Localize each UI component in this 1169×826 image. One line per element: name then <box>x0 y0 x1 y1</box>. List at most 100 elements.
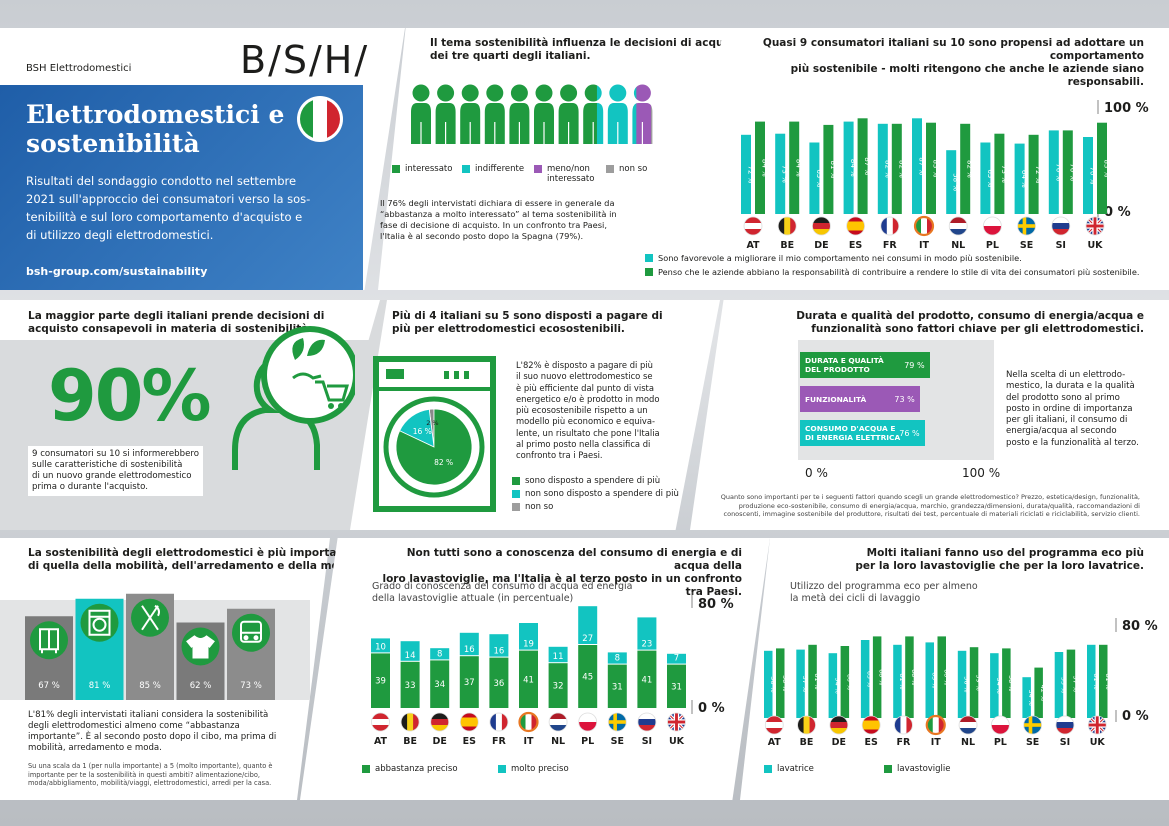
eco-subtitle: Utilizzo del programma eco per almeno la… <box>790 581 978 605</box>
flag-border <box>1085 216 1105 236</box>
bar-fr-abbastanza <box>489 657 509 708</box>
pay-legend-1: sono disposto a spendere di più <box>512 476 660 486</box>
bar-de-s1 <box>828 653 838 718</box>
bar-value-label: 73 % <box>1000 165 1008 183</box>
flag-fill <box>608 713 627 731</box>
flag-fill <box>1086 217 1104 235</box>
flag-stripe <box>765 716 784 723</box>
flag-pl-icon <box>990 715 1010 735</box>
bar-be-s1 <box>775 133 786 214</box>
flag-fill <box>812 217 831 235</box>
bar-value-label: 32 <box>553 682 564 692</box>
legend-swatch <box>392 165 400 173</box>
bar-value-label: 56 % <box>963 676 971 692</box>
flag-stripe <box>531 713 538 731</box>
country-label-uk: UK <box>1087 240 1103 251</box>
country-label-si: SI <box>1060 737 1070 748</box>
flag-fill <box>765 716 784 734</box>
bar-it-s2 <box>926 122 936 214</box>
bar-uk-s2 <box>1097 122 1107 214</box>
people-text-line: l'Italia è al secondo posto dopo la Spag… <box>380 231 584 241</box>
flag-fill <box>926 716 945 734</box>
flag-es-icon <box>846 216 866 236</box>
bar-es-abbastanza <box>459 656 479 708</box>
washing-machine-outline-icon <box>373 356 496 512</box>
behaviour-title-line: più sostenibile - molti ritengono che an… <box>790 63 1144 88</box>
flag-fill <box>991 716 1010 734</box>
bar-value-label: 84 % <box>761 159 769 177</box>
country-label-si: SI <box>1056 240 1066 251</box>
bar-se-abbastanza <box>607 664 627 708</box>
flag-cross <box>675 713 678 731</box>
bar-fr-s1 <box>877 123 888 214</box>
bar-value-label: 70 % <box>1089 167 1097 185</box>
flag-fill <box>549 713 568 731</box>
flag-stripe <box>846 221 865 227</box>
bar-fr-s2 <box>905 636 914 718</box>
flag-border <box>667 712 686 732</box>
bar-value-label: 87 % <box>918 157 926 175</box>
eco-chart: 80 % 0 % 56 % 58 % AT 57 % 61 % BE 54 % 60 % DE 65 … <box>764 618 1158 748</box>
flag-fill <box>880 217 899 235</box>
country-label-pl: PL <box>986 240 999 251</box>
bar-value-label: 19 <box>523 640 534 650</box>
bar-nl-molto <box>548 646 568 663</box>
bar-value-label: 72 % <box>1034 166 1042 184</box>
sustainability-link[interactable]: bsh-group.com/sustainability <box>26 265 208 278</box>
sectors-note-line: Su una scala da 1 (per nulla importante)… <box>28 762 273 770</box>
bar-es-s2 <box>872 636 882 718</box>
flag-cross <box>613 713 617 731</box>
country-label-it: IT <box>919 240 930 251</box>
bar-value-label: 55 % <box>1059 677 1067 693</box>
pie-slice-1 <box>395 408 473 486</box>
informed-title: La maggior parte degli italiani prende d… <box>28 310 324 336</box>
flag-stripe <box>983 226 1002 235</box>
bar-at-s1 <box>741 134 751 214</box>
pay-text-line: L'82% è disposto a pagare di più <box>516 360 653 370</box>
people-pictogram <box>411 84 653 144</box>
country-label-uk: UK <box>1090 737 1106 748</box>
flag-stripe <box>495 713 503 731</box>
country-label-be: BE <box>780 240 794 251</box>
informed-text-line: di un nuovo grande elettrodomestico <box>32 471 192 481</box>
sectors-title: La sostenibilità degli elettrodomestici … <box>28 547 357 573</box>
people-title: Il tema sostenibilità influenza le decis… <box>430 37 746 63</box>
flag-stripe <box>829 728 848 734</box>
bar-value-label: 16 <box>493 647 504 657</box>
factors-note: Quanto sono importanti per te i seguenti… <box>680 493 1140 519</box>
bar-value-label: 60 % <box>845 674 853 690</box>
factor-bar-label-line: DEL PRODOTTO <box>805 365 870 374</box>
bar-value-label: 83 % <box>1103 159 1111 177</box>
flag-stripe <box>460 717 479 723</box>
axis-top-label: 100 % <box>1104 101 1149 116</box>
flag-fill <box>430 713 449 731</box>
informed-big-number: 90% <box>48 355 212 437</box>
factors-text-line: mestico, la durata e la qualità <box>1006 381 1135 392</box>
pay-title-line: più per elettrodomestici ecosostenibili. <box>392 323 625 335</box>
bar-value-label: 72 % <box>747 166 755 184</box>
icon-part <box>253 635 259 641</box>
flag-stripe <box>829 722 848 729</box>
flag-fill <box>1088 716 1107 734</box>
country-label-fr: FR <box>883 240 897 251</box>
flag-stripe <box>803 716 811 734</box>
flag-be-icon <box>797 715 816 735</box>
legend-swatch <box>764 765 772 773</box>
bar-value-label: 82 % <box>897 160 905 178</box>
legend-swatch <box>512 503 520 511</box>
bar-value-label: 33 <box>405 681 416 691</box>
people-text: Il 76% degli intervistati dichiara di es… <box>380 198 617 242</box>
bar-value-label: 58 % <box>781 675 789 691</box>
country-label-fr: FR <box>897 737 911 748</box>
behaviour-legend-2: Penso che le aziende abbiano la responsa… <box>645 267 1139 277</box>
flag-stripe <box>926 716 934 734</box>
pay-legend-3: non so <box>512 502 553 512</box>
bar-de-s2 <box>840 646 850 718</box>
country-label-si: SI <box>642 736 652 747</box>
pay-pie-chart: 82 % 16 %2 % <box>395 408 473 486</box>
legend-label: non sono disposto a spendere di più <box>525 489 679 499</box>
flag-border <box>743 216 763 236</box>
legend-swatch <box>606 165 614 173</box>
factors-note-line: conoscenti, immagine sostenibile del pro… <box>723 510 1140 519</box>
flag-border <box>489 712 509 732</box>
